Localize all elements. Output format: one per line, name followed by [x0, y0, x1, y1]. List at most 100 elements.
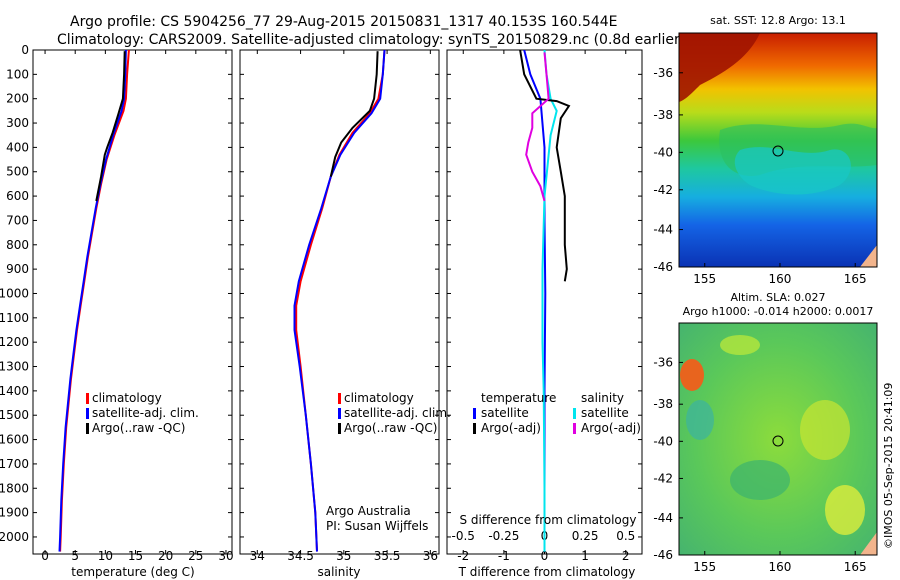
- x2-tick-label: 0.5: [616, 529, 635, 543]
- y-tick-label: 1700: [0, 457, 29, 471]
- series-line-blue: [293, 50, 386, 552]
- temperature-panel: [32, 49, 233, 555]
- sst-map-title: sat. SST: 12.8 Argo: 13.1: [710, 14, 846, 27]
- sst-cyan-patch: [734, 147, 851, 195]
- s-difference-x-label: S difference from climatology: [460, 513, 637, 527]
- temperature-x-axis: 0 5 10 15 20 25 30: [41, 50, 234, 563]
- x-tick-label: 36: [423, 549, 438, 563]
- x-tick-label: 30: [218, 549, 233, 563]
- x-tick-label: 0: [41, 549, 49, 563]
- legend-swatch-red: [338, 393, 341, 404]
- y-tick-label: 800: [6, 238, 29, 252]
- y-tick-label: 100: [6, 67, 29, 81]
- x2-tick-label: -0.5: [452, 529, 475, 543]
- legend-label: satellite-adj. clim.: [344, 406, 451, 420]
- y-tick-label: 600: [6, 189, 29, 203]
- sla-low-patch: [730, 460, 790, 500]
- legend-swatch-black: [86, 423, 89, 434]
- map-lat-label: -44: [653, 223, 673, 237]
- map-lon-label: 160: [769, 272, 792, 286]
- map-lat-label: -38: [653, 108, 673, 122]
- x-tick-label: -1: [498, 549, 510, 563]
- sla-map-axes: 155 160 165 -36 -38 -40 -42 -44 -46: [653, 355, 866, 574]
- sst-map: [679, 33, 877, 267]
- salinity-x-axis: 34 34.5 35 35.5 36: [250, 50, 438, 563]
- series-line-cyan: [541, 50, 558, 552]
- map-lat-label: -42: [653, 183, 673, 197]
- legend-title-temperature: temperature: [481, 391, 556, 405]
- map-lon-label: 155: [693, 272, 716, 286]
- depth-axis: 0 100 200 300 400 500 600 700 800 900 1000 1100 1200…: [0, 43, 642, 544]
- map-lat-label: -38: [653, 397, 673, 411]
- legend-swatch-black: [473, 423, 476, 434]
- temperature-series: [58, 50, 130, 552]
- argo-position-marker: [772, 435, 784, 447]
- sla-map-subtitle: Argo h1000: -0.014 h2000: 0.0017: [683, 305, 874, 318]
- series-line-magenta: [525, 52, 550, 202]
- map-lat-label: -36: [653, 66, 673, 80]
- legend-swatch-red: [86, 393, 89, 404]
- legend-label: Argo(-adj): [481, 421, 541, 435]
- map-lat-label: -42: [653, 471, 673, 485]
- credit-org: Argo Australia: [326, 504, 411, 518]
- y-tick-label: 1300: [0, 360, 29, 374]
- series-line-black: [329, 51, 379, 177]
- x-tick-label: 1: [581, 549, 589, 563]
- sst-warm-blob: [679, 33, 760, 102]
- x-tick-label: -2: [457, 549, 469, 563]
- sst-map-axes: 155 160 165 -36 -38 -40 -42 -44 -46: [653, 66, 866, 286]
- t-difference-x-axis: -2 -1 0 1 2: [457, 50, 630, 563]
- s-difference-x-axis: -0.5 -0.25 0 0.25 0.5: [452, 529, 636, 543]
- map-lon-label: 165: [844, 560, 867, 574]
- sla-map-title: Altim. SLA: 0.027: [730, 291, 825, 304]
- y-tick-label: 1800: [0, 481, 29, 495]
- x-tick-label: 34: [250, 549, 265, 563]
- difference-series: [519, 50, 571, 552]
- map-lon-label: 160: [769, 560, 792, 574]
- legend-swatch-magenta: [573, 423, 576, 434]
- legend-label: Argo(-adj): [581, 421, 641, 435]
- sla-map-frame: [678, 322, 878, 556]
- timestamp: ©IMOS 05-Sep-2015 20:41:09: [882, 383, 895, 549]
- x-tick-label: 0: [541, 549, 549, 563]
- y-tick-label: 200: [6, 92, 29, 106]
- sla-high-patch: [720, 335, 760, 355]
- y-tick-label: 700: [6, 213, 29, 227]
- salinity-series: [293, 50, 386, 552]
- x-tick-label: 5: [71, 549, 79, 563]
- y-tick-label: 2000: [0, 530, 29, 544]
- legend-label: Argo(..raw -QC): [92, 421, 185, 435]
- y-tick-label: 500: [6, 165, 29, 179]
- map-lat-label: -40: [653, 434, 673, 448]
- sla-map: [679, 323, 877, 555]
- sst-map-frame: [678, 32, 878, 268]
- salinity-panel: [239, 49, 440, 555]
- legend-swatch-blue: [86, 408, 89, 419]
- legend-title-salinity: salinity: [581, 391, 624, 405]
- legend-swatch-blue: [338, 408, 341, 419]
- header-subtitle: Climatology: CARS2009. Satellite-adjuste…: [57, 32, 685, 48]
- x-tick-label: 15: [128, 549, 143, 563]
- x-tick-label: 20: [158, 549, 173, 563]
- y-tick-label: 400: [6, 140, 29, 154]
- x-tick-label: 10: [98, 549, 113, 563]
- salinity-legend: climatology satellite-adj. clim. Argo(..…: [338, 391, 451, 435]
- x2-tick-label: -0.25: [488, 529, 519, 543]
- y-tick-label: 1500: [0, 408, 29, 422]
- argo-position-marker: [772, 145, 784, 157]
- legend-swatch-blue: [473, 408, 476, 419]
- y-tick-label: 1900: [0, 506, 29, 520]
- map-lat-label: -46: [653, 260, 673, 274]
- x-tick-label: 34.5: [287, 549, 314, 563]
- y-tick-label: 1400: [0, 384, 29, 398]
- temperature-x-label: temperature (deg C): [71, 565, 194, 579]
- legend-label: Argo(..raw -QC): [344, 421, 437, 435]
- y-tick-label: 1100: [0, 311, 29, 325]
- x2-tick-label: 0.25: [572, 529, 599, 543]
- y-tick-label: 1200: [0, 335, 29, 349]
- series-line-black: [95, 51, 126, 202]
- y-tick-label: 1600: [0, 433, 29, 447]
- temperature-legend: climatology satellite-adj. clim. Argo(..…: [86, 391, 199, 435]
- map-lon-label: 165: [844, 272, 867, 286]
